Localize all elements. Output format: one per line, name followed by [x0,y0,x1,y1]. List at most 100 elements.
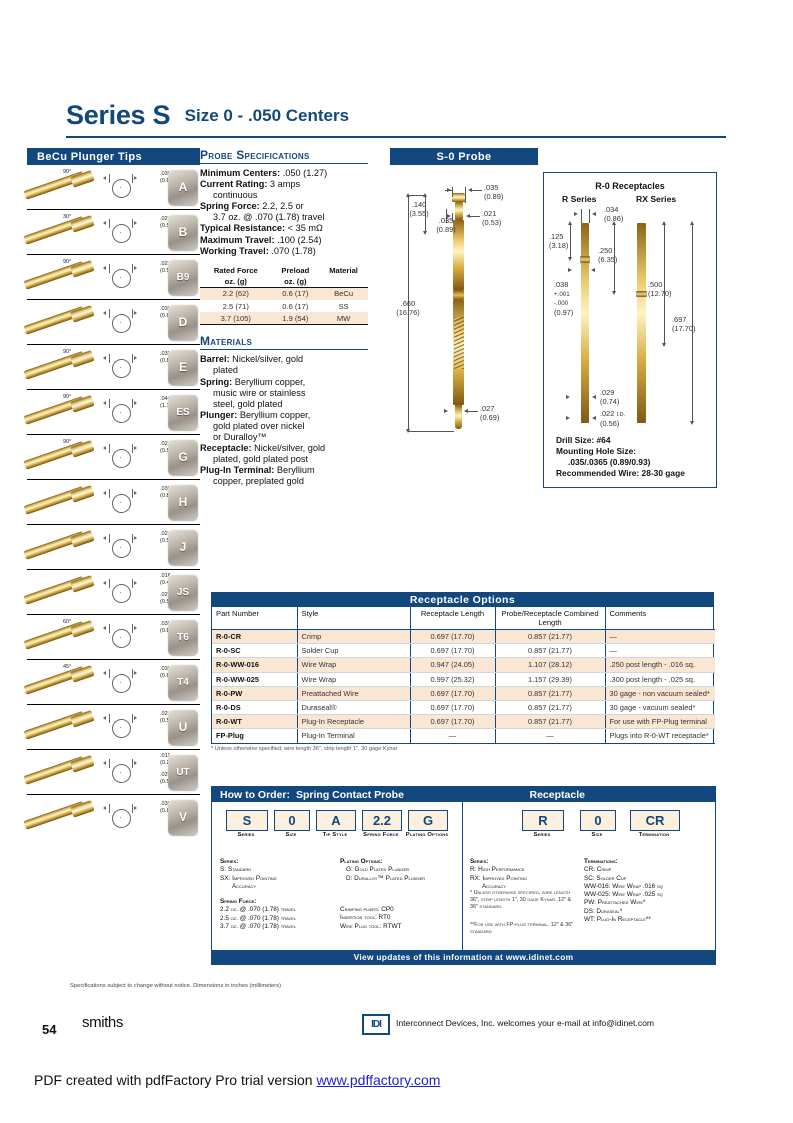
tip-code-badge-v[interactable]: V [168,799,198,835]
tip-end-view [103,707,157,747]
plunger-tip-illustration: 90° [23,435,105,479]
dim-rx-500: .500 (12.70) [648,280,672,298]
probe-code-box-2[interactable]: A [316,810,356,831]
receptacle-footnote-2: **For use with FP-plug terminal. 12" & 3… [470,922,574,935]
r-series-body [581,223,589,423]
plunger-tip-illustration: 90° [23,390,105,434]
tip-code-badge-j[interactable]: J [168,529,198,565]
tip-end-view [103,392,157,432]
tip-angle-label: 45° [63,664,72,670]
material-continuation: music wire or stainless [213,387,306,398]
tip-dimension-label: .011(0.28) [160,753,175,766]
spec-continuation: continuous [213,190,258,201]
pdf-factory-notice: PDF created with pdfFactory Pro trial ve… [0,1072,793,1088]
force-col-header: Rated Force [213,265,258,275]
plunger-tips-list: 90°.035(0.89)A30°.021(0.53)B90°.021(0.53… [23,165,200,839]
plunger-tip-row: .011(0.28) .021(0.53)UT [23,750,200,795]
tip-code-badge-g[interactable]: G [168,439,198,475]
force-table-row: 2.2 (62) 0.6 (17) BeCu [200,287,368,300]
probe-specifications-panel: Probe Specifications Minimum Centers: .0… [200,148,380,487]
rx-series-body [637,223,646,423]
tip-code-badge-t4[interactable]: T4 [168,664,198,700]
order-heading-left: Spring Contact Probe [296,788,404,801]
options-cell: R-0-SC [212,643,298,659]
receptacle-code-box-0[interactable]: R [522,810,564,831]
receptacles-title: R-0 Receptacles [595,181,665,191]
options-cell: Plug-In Receptacle [297,714,411,730]
probe-specifications-heading: Probe Specifications [200,148,310,162]
receptacle-code-box-1[interactable]: 0 [580,810,616,831]
tip-code-badge-b9[interactable]: B9 [168,259,198,295]
probe-barrel-upper [453,220,464,290]
idi-logo-icon: IDI [362,1014,390,1035]
material-line: Plug-In Terminal: Beryllium [200,465,315,476]
tools-legend: Crimping pliers: CP0 Insertion tool: RT0… [340,906,402,930]
options-cell: 0.697 (17.70) [410,714,496,730]
probe-code-box-1[interactable]: 0 [274,810,310,831]
tip-code-badge-a[interactable]: A [168,169,198,205]
tip-end-view [103,167,157,207]
tip-dimension-label: .035(0.89) [160,621,175,634]
tip-code-badge-ut[interactable]: UT [168,754,198,790]
tip-end-view [103,437,157,477]
spec-line: Current Rating: 3 amps [200,179,301,190]
plunger-tip-illustration: 30° [23,210,105,254]
tip-dimension-label-2: .021(0.53) [160,772,175,785]
material-line: Plunger: Beryllium copper, [200,409,311,420]
dim-head-diameter-2: .035 (0.89) [436,216,456,234]
tip-code-badge-u[interactable]: U [168,709,198,745]
options-cell: Plugs into R-0-WT receptacle* [605,728,715,744]
tip-angle-label: 30° [63,214,72,220]
material-continuation: plated, gold plated post [213,454,309,465]
tip-code-badge-t6[interactable]: T6 [168,619,198,655]
plunger-tips-panel: BeCu Plunger Tips 90°.035(0.89)A30°.021(… [23,148,200,839]
dim-tip-diameter: .035 (0.89) [484,183,504,201]
table-row: R-0-WW-025 Wire Wrap 0.997 (25.32) 1.157 (2… [212,672,715,687]
plunger-tips-heading: BeCu Plunger Tips [27,148,200,165]
probe-code-box-0[interactable]: S [226,810,268,831]
options-cell: 0.857 (21.77) [495,686,606,701]
s0-probe-panel: S-0 Probe .035 (0.89) [390,148,538,465]
dim-head-length: .140 (3.55) [409,200,429,218]
receptacle-options-table: Part Number Style Receptacle Length Probe/R… [212,607,715,744]
options-col-header: Comments [605,607,715,630]
tip-angle-label: 90° [63,169,72,175]
options-cell: 1.157 (29.39) [495,672,606,687]
probe-code-box-4[interactable]: G [408,810,448,831]
material-continuation: or Duralloy™ [213,431,267,442]
tip-end-view [103,482,157,522]
force-col-header: Material [329,265,358,275]
plunger-tip-illustration [23,795,105,839]
options-cell: R-0-CR [212,629,298,645]
plunger-tip-illustration [23,300,105,344]
plunger-tip-row: 90° .046(1.17)ES [23,390,200,435]
page-number: 54 [42,1022,57,1037]
plunger-tip-row: .021(0.53)J [23,525,200,570]
receptacle-code-label-0: Series [533,832,551,838]
page-title: Series S Size 0 - .050 Centers [66,100,726,131]
receptacle-code-label-2: Termination [638,832,670,838]
tip-code-badge-js[interactable]: JS [168,574,198,610]
dim-shoulder-125: .125 (3.18) [549,232,569,250]
dim-flange: .038 +.001 -.000 (0.97) [554,280,574,317]
tip-code-badge-h[interactable]: H [168,484,198,520]
s0-probe-heading: S-0 Probe [390,148,538,165]
tip-code-badge-d[interactable]: D [168,304,198,340]
force-table-cell: 1.9 (54) [271,312,320,325]
tip-code-badge-e[interactable]: E [168,349,198,385]
pdf-factory-link[interactable]: www.pdffactory.com [316,1072,441,1088]
options-col-header: Style [297,607,411,630]
smiths-logo: smiths [82,1014,123,1031]
force-table-cell: 2.2 (62) [200,287,272,300]
order-footer-bar[interactable]: View updates of this information at www.… [212,950,715,964]
tip-code-badge-b[interactable]: B [168,214,198,250]
probe-code-box-3[interactable]: 2.2 [362,810,402,831]
probe-series-legend: Series: S: Standard SX: Improved Pointin… [220,858,277,890]
tip-code-badge-es[interactable]: ES [168,394,198,430]
options-cell: R-0-WT [212,714,298,730]
tip-end-view [103,617,157,657]
receptacle-code-box-2[interactable]: CR [630,810,680,831]
plunger-tip-row: 30° .021(0.53)B [23,210,200,255]
options-header-row: Part Number Style Receptacle Length Probe/R… [212,607,715,630]
